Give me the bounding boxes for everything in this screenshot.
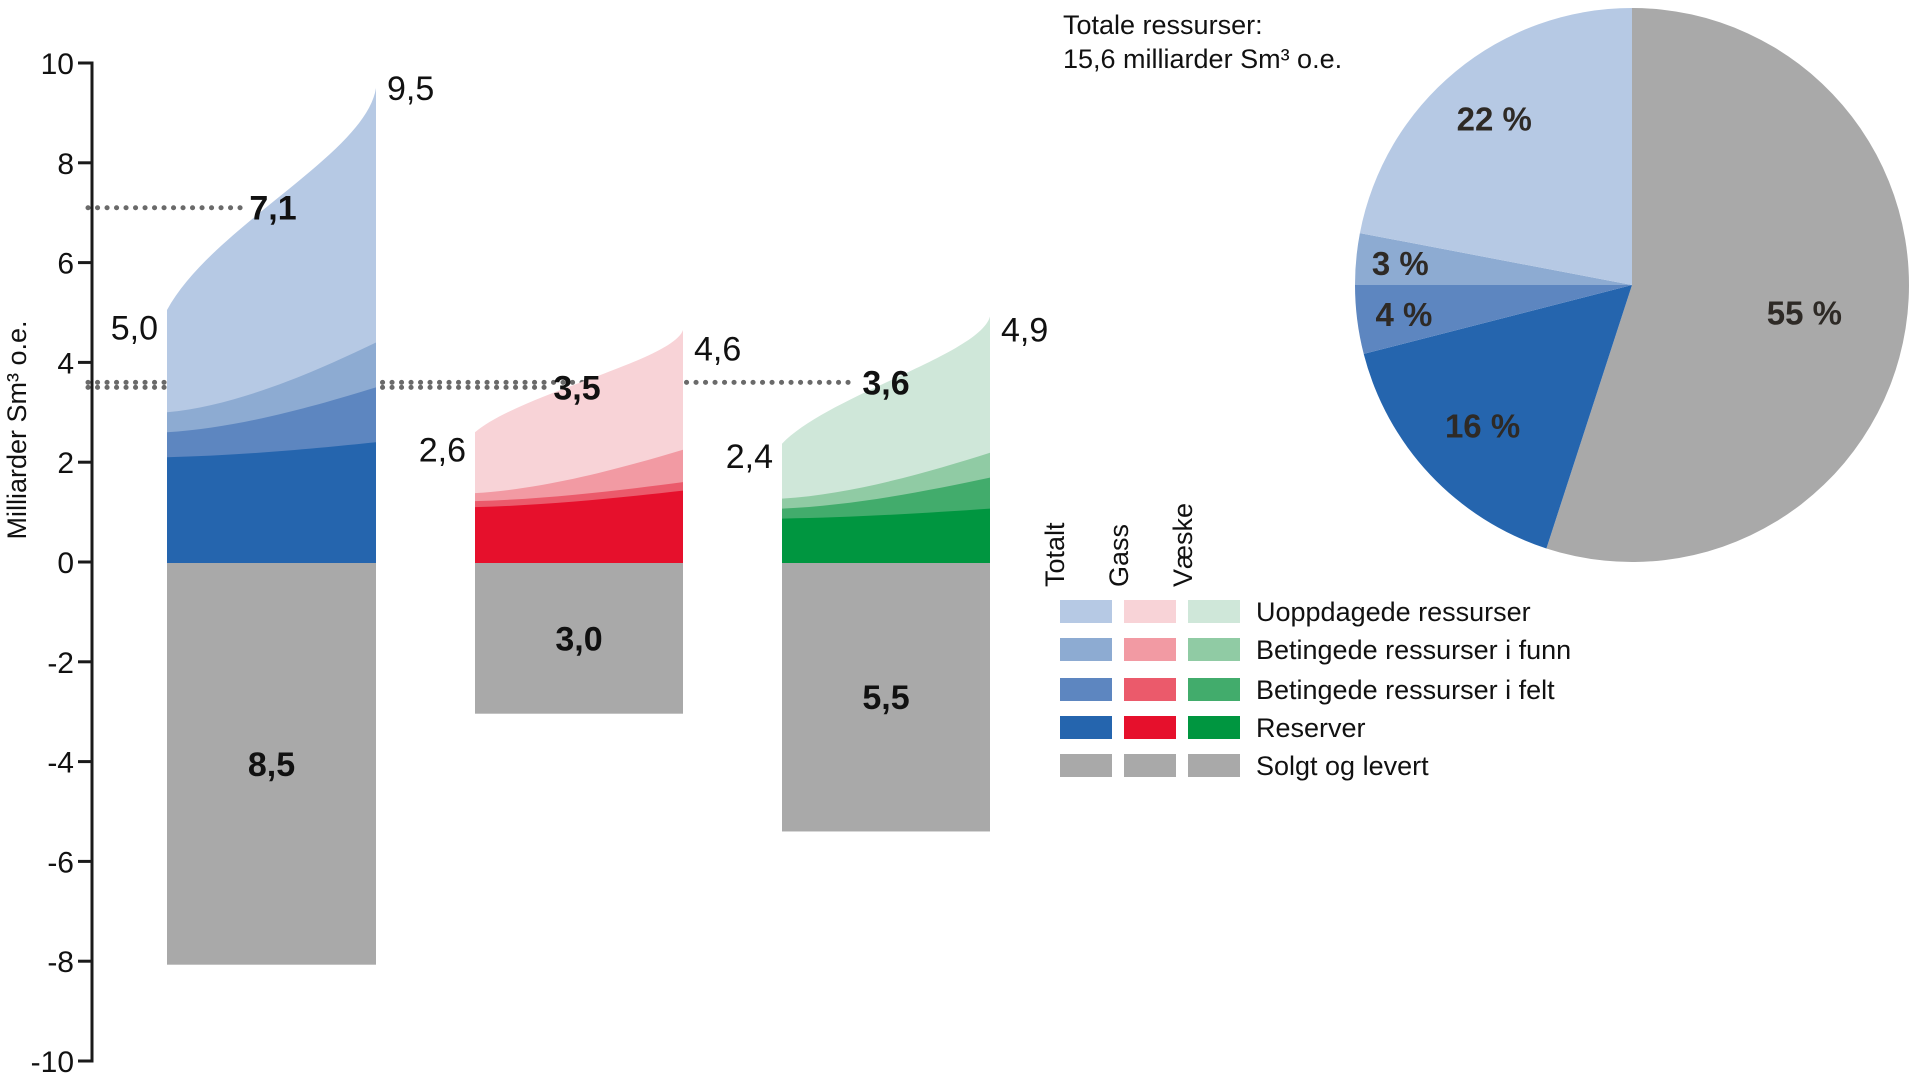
legend-column-totalt: Totalt	[1040, 522, 1070, 587]
legend-swatch-row2-col2	[1124, 638, 1176, 661]
pie-slice-label-5: 22 %	[1457, 101, 1532, 138]
value-labels: 5,0 9,5 7,1 8,5 2,6 4,6 3,5 3,0 2,4 4,9 3,6 5,5	[111, 70, 1049, 784]
legend-swatch-row3-col3	[1188, 678, 1240, 701]
sold-label-totalt: 8,5	[248, 746, 295, 784]
sold-label-vaeske: 5,5	[862, 679, 909, 717]
high-label-vaeske: 4,9	[1001, 311, 1048, 349]
low-label-vaeske: 2,4	[726, 438, 773, 476]
legend-swatch-row1-col2	[1124, 600, 1176, 623]
legend-label-reserver: Reserver	[1256, 713, 1366, 743]
expected-label-totalt: 7,1	[249, 190, 296, 228]
pie-chart: 55 % 16 % 4 % 3 % 22 %	[1355, 8, 1909, 562]
legend-label-uoppdagede: Uoppdagede ressurser	[1256, 597, 1531, 627]
legend-swatch-row5-col2	[1124, 754, 1176, 777]
area-group-gass	[475, 329, 683, 714]
y-axis-tick-label: -2	[47, 647, 74, 680]
pie-title: Totale ressurser: 15,6 milliarder Sm³ o.…	[1063, 8, 1342, 76]
y-axis-title: Milliarder Sm³ o.e.	[2, 320, 32, 539]
area-vaeske-reserver	[782, 508, 990, 563]
y-axis-tick-label: 4	[57, 347, 74, 380]
pie-slice-5	[1359, 8, 1632, 285]
legend-column-vaeske: Væske	[1168, 502, 1198, 587]
low-label-totalt: 5,0	[111, 310, 158, 348]
dotted-lines	[85, 205, 858, 390]
sold-bar-vaeske	[782, 563, 990, 832]
y-axis-tick-label: 0	[57, 547, 74, 580]
pie-title-line1: Totale ressurser:	[1063, 10, 1263, 40]
pie-slice-label-3: 4 %	[1375, 296, 1432, 333]
area-totalt-reserver	[167, 442, 376, 563]
pie-slice-label-4: 3 %	[1372, 245, 1429, 282]
y-axis-tick-label: 6	[57, 248, 74, 281]
pie-slice-3	[1355, 285, 1632, 354]
legend-label-solgt: Solgt og levert	[1256, 751, 1429, 781]
legend-swatch-row3-col1	[1060, 678, 1112, 701]
legend-swatch-row4-col1	[1060, 716, 1112, 739]
area-group-vaeske	[782, 316, 990, 832]
pie-slice-2	[1363, 285, 1632, 549]
sold-bar-gass	[475, 563, 683, 714]
low-label-gass: 2,6	[419, 431, 466, 469]
pie-slice-1	[1546, 8, 1909, 562]
area-charts	[167, 87, 990, 965]
y-axis-tick-label: -4	[47, 747, 74, 780]
legend-swatch-row1-col3	[1188, 600, 1240, 623]
high-label-totalt: 9,5	[387, 70, 434, 108]
y-axis-tick-label: 10	[41, 48, 74, 81]
legend-label-betingede-funn: Betingede ressurser i funn	[1256, 635, 1572, 665]
expected-label-vaeske: 3,6	[862, 364, 909, 402]
legend-swatch-row1-col1	[1060, 600, 1112, 623]
high-label-gass: 4,6	[694, 330, 741, 368]
legend-swatch-row2-col1	[1060, 638, 1112, 661]
y-axis-tick-label: 2	[57, 447, 74, 480]
legend-swatch-row2-col3	[1188, 638, 1240, 661]
y-axis-tick-label: -8	[47, 946, 74, 979]
sold-label-gass: 3,0	[555, 620, 602, 658]
y-axis-tick-label: -6	[47, 846, 74, 879]
y-axis-tick-label: -10	[31, 1046, 74, 1079]
legend-swatch-row4-col2	[1124, 716, 1176, 739]
legend-swatch-row3-col2	[1124, 678, 1176, 701]
legend-label-betingede-felt: Betingede ressurser i felt	[1256, 675, 1555, 705]
pie-slice-label-2: 16 %	[1445, 407, 1520, 444]
legend-swatch-row5-col3	[1188, 754, 1240, 777]
y-axis: 10 8 6 4 2 0 -2 -4 -6 -8 -10 Milliarder Sm³ o.e.	[2, 48, 94, 1079]
pie-title-line2: 15,6 milliarder Sm³ o.e.	[1063, 44, 1343, 74]
area-gass-reserver	[475, 490, 683, 563]
sold-bar-totalt	[167, 563, 376, 965]
area-group-totalt	[167, 87, 376, 965]
legend-swatch-row5-col1	[1060, 754, 1112, 777]
pie-slice-4	[1355, 233, 1632, 285]
expected-label-gass: 3,5	[553, 369, 600, 407]
legend-column-gass: Gass	[1104, 523, 1134, 587]
pie-slice-label-1: 55 %	[1767, 294, 1842, 331]
legend-swatch-row4-col3	[1188, 716, 1240, 739]
y-axis-tick-label: 8	[57, 148, 74, 181]
